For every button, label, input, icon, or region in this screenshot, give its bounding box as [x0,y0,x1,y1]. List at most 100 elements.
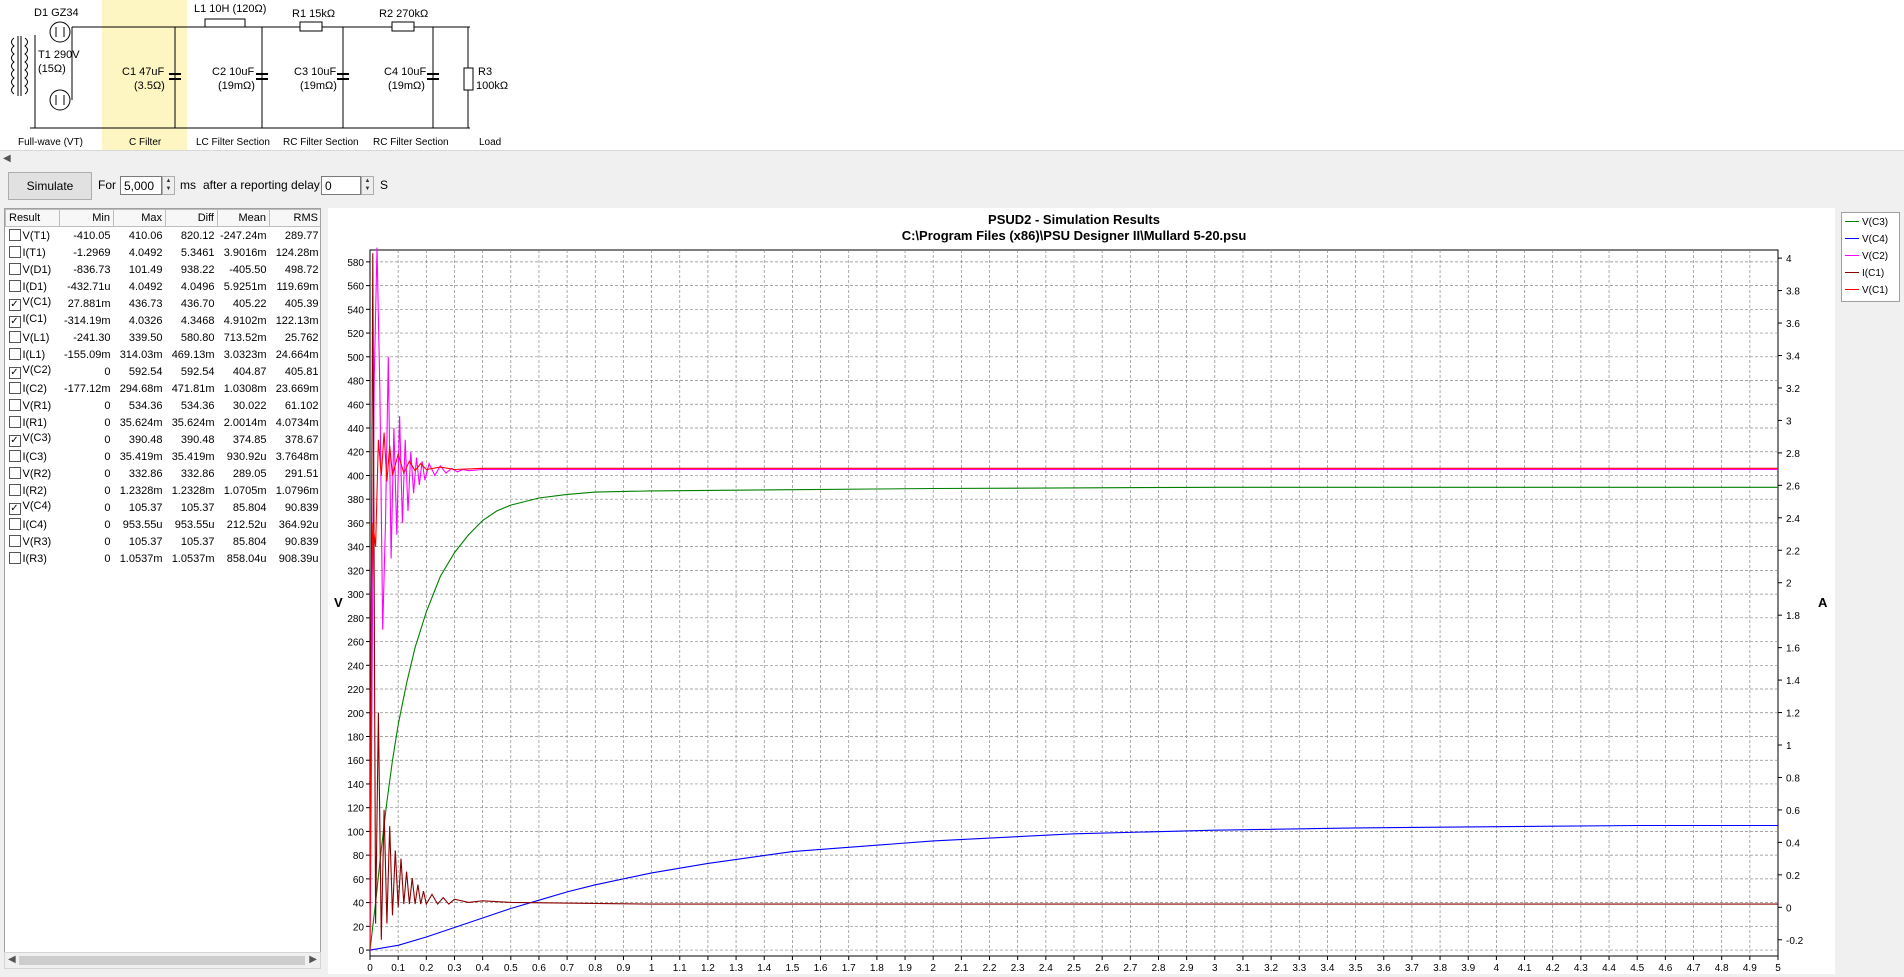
inductor-l1[interactable]: L1 10H (120Ω) [194,3,266,28]
y2-tick-label: 3.6 [1786,319,1800,330]
series-line-vc3 [369,486,1778,951]
resistor-r1[interactable]: R1 15kΩ [292,8,335,32]
result-rms-cell: 24.664m [275,348,319,361]
result-max-cell: 101.49 [128,263,163,276]
result-checkbox[interactable] [8,450,21,462]
result-name: I(C4) [22,519,47,531]
y2-tick-label: 3.8 [1786,287,1800,298]
section-label-rc-filter-2[interactable]: RC Filter Section [373,137,449,148]
x-tick-label: 1.5 [785,963,799,974]
result-max-cell: 4.0492 [128,280,163,293]
result-min-cell: -410.05 [73,229,111,242]
duration-spinner[interactable]: ▲ ▼ [162,176,175,195]
section-label-fullwave[interactable]: Full-wave (VT) [18,137,83,148]
scroll-right-icon[interactable]: ▶ [309,954,317,965]
legend-swatch [1845,272,1859,273]
result-checkbox[interactable] [8,280,21,292]
section-label-load[interactable]: Load [479,137,501,148]
result-min-cell: 27.881m [67,297,111,310]
result-mean-cell: -405.50 [229,263,267,276]
capacitor-c2[interactable]: C2 10uF (19mΩ) [212,66,268,92]
result-name: I(R2) [22,485,47,497]
result-checkbox[interactable]: ✓ [8,435,21,447]
result-checkbox[interactable] [8,382,21,394]
capacitor-c3[interactable]: C3 10uF (19mΩ) [294,66,349,92]
scroll-left-icon[interactable]: ◀ [8,954,16,965]
result-name-cell: I(L1) [6,346,60,363]
transformer-t1[interactable]: T1 290V (15Ω) [11,36,81,96]
y2-tick-label: 0.2 [1786,871,1800,882]
scroll-left-icon[interactable]: ◀ [3,153,11,164]
resistor-r3[interactable]: R3 100kΩ [463,66,508,92]
x-tick-label: 4.3 [1574,963,1588,974]
result-checkbox[interactable] [8,467,21,479]
y-tick-label: 80 [353,851,365,862]
grid [370,250,1778,956]
result-min-cell: 0 [104,518,111,531]
result-min-cell: 0 [104,484,111,497]
x-tick-label: 2.2 [983,963,997,974]
result-name-cell: I(R1) [6,414,60,431]
c1-label-1: C1 47uF [122,66,164,78]
column-header-diff[interactable]: Diff [165,209,218,227]
result-rms-cell: 405.81 [284,365,319,378]
result-diff-cell: 534.36 [180,399,215,412]
result-checkbox[interactable]: ✓ [8,316,21,328]
result-checkbox[interactable] [8,263,21,275]
result-checkbox[interactable] [8,399,21,411]
y-tick-label: 300 [347,590,364,601]
result-name-cell: I(C2) [6,380,60,397]
result-min-cell: 0 [104,467,111,480]
result-checkbox[interactable] [8,484,21,496]
scroll-thumb[interactable] [19,956,305,965]
results-scrollbar[interactable]: ◀ ▶ [4,952,321,969]
column-header-max[interactable]: Max [113,209,166,227]
result-checkbox[interactable] [8,416,21,428]
diode-d1[interactable]: D1 GZ34 [34,7,79,111]
legend-label: V(C2) [1862,251,1889,262]
result-name: V(R2) [22,468,52,480]
result-checkbox[interactable] [8,331,21,343]
result-name: I(T1) [22,247,46,259]
capacitor-c1[interactable]: C1 47uF (3.5Ω) [122,66,181,92]
section-label-c-filter[interactable]: C Filter [129,137,162,148]
schematic-panel: T1 290V (15Ω) D1 GZ34 C1 47uF (3.5Ω) L1 … [0,0,1904,150]
section-label-rc-filter-1[interactable]: RC Filter Section [283,137,359,148]
result-checkbox[interactable]: ✓ [8,503,21,515]
delay-input[interactable]: 0 [321,176,361,195]
result-min-cell: -155.09m [64,348,111,361]
result-checkbox[interactable] [8,348,21,360]
column-header-result[interactable]: Result [5,209,60,227]
column-header-min[interactable]: Min [59,209,114,227]
result-diff-cell: 105.37 [180,535,215,548]
y2-tick-label: 2.4 [1786,514,1800,525]
y-tick-label: 220 [347,685,364,696]
delay-spinner[interactable]: ▲ ▼ [361,176,374,195]
result-checkbox[interactable] [8,246,21,258]
result-mean-cell: 4.9102m [223,314,267,327]
column-header-mean[interactable]: Mean [217,209,270,227]
result-mean-cell: 5.9251m [223,280,267,293]
result-checkbox[interactable]: ✓ [8,299,21,311]
section-label-lc-filter[interactable]: LC Filter Section [196,137,270,148]
result-checkbox[interactable] [8,229,21,241]
capacitor-c4[interactable]: C4 10uF (19mΩ) [384,66,439,92]
x-tick-label: 1.1 [673,963,687,974]
result-checkbox[interactable] [8,518,21,530]
y2-tick-label: 0 [1786,903,1792,914]
table-row: ✓ V(C1) 27.881m 436.73 436.70 405.22 405.39 [6,295,321,312]
duration-input[interactable]: 5,000 [120,176,162,195]
resistor-r2[interactable]: R2 270kΩ [379,8,428,32]
result-name-cell: I(R2) [6,482,60,499]
column-header-rms[interactable]: RMS [269,209,320,227]
schematic-scrollbar[interactable]: ◀ [0,150,1904,168]
result-name: V(L1) [22,332,50,344]
y-tick-label: 520 [347,329,364,340]
result-checkbox[interactable] [8,552,21,564]
x-tick-label: 0.7 [560,963,574,974]
result-checkbox[interactable] [8,535,21,547]
result-max-cell: 953.55u [122,518,163,531]
simulate-button[interactable]: Simulate [8,172,92,200]
result-checkbox[interactable]: ✓ [8,367,21,379]
